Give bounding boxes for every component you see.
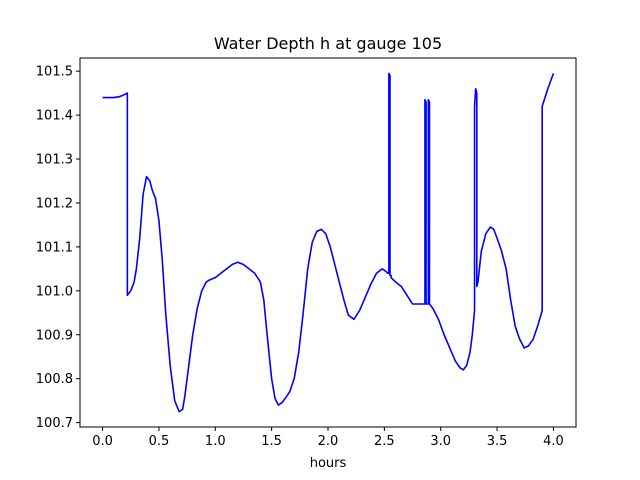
y-tick-label: 100.7 <box>36 416 73 431</box>
y-tick-label: 101.0 <box>36 284 73 299</box>
x-tick-label: 0.0 <box>92 434 113 449</box>
chart-title: Water Depth h at gauge 105 <box>214 34 442 53</box>
y-tick-label: 101.4 <box>36 109 73 124</box>
y-tick-label: 100.8 <box>36 372 73 387</box>
series-line-0 <box>102 72 555 413</box>
y-tick-label: 100.9 <box>36 328 73 343</box>
x-tick-label: 4.0 <box>543 434 564 449</box>
axis-ticks: 0.0 0.5 1.0 1.5 2.0 2.5 3.0 3.5 4.0 100.7 100.8 100… <box>36 65 564 449</box>
y-tick-label: 101.1 <box>36 240 73 255</box>
x-tick-label: 2.0 <box>318 434 339 449</box>
x-tick-label: 0.5 <box>149 434 170 449</box>
y-tick-label: 101.5 <box>36 65 73 80</box>
plot-area <box>102 72 555 413</box>
x-tick-label: 1.0 <box>205 434 226 449</box>
x-tick-label: 1.5 <box>261 434 282 449</box>
x-tick-label: 2.5 <box>374 434 395 449</box>
y-tick-label: 101.2 <box>36 196 73 211</box>
axes-frame <box>79 57 577 428</box>
y-tick-label: 101.3 <box>36 153 73 168</box>
x-tick-label: 3.5 <box>487 434 508 449</box>
x-tick-label: 3.0 <box>430 434 451 449</box>
x-axis-label: hours <box>310 456 347 471</box>
